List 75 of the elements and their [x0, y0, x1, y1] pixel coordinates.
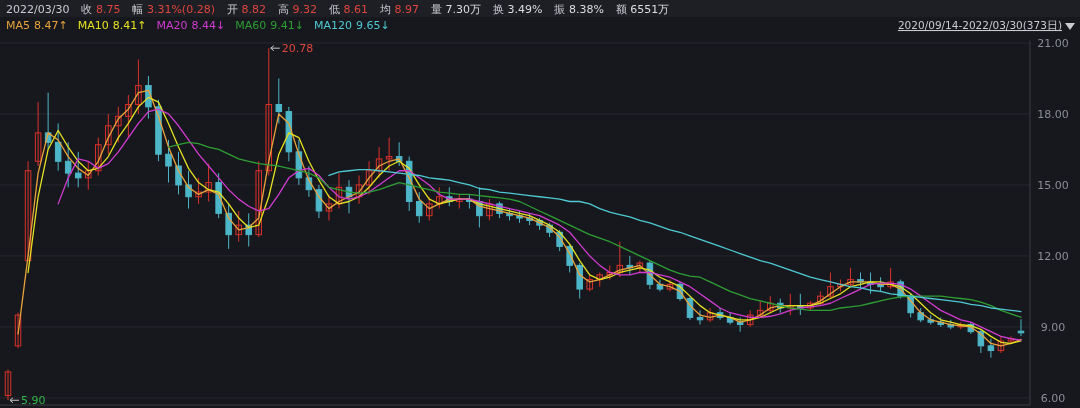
candlestick — [34, 101, 42, 167]
text: 8.47↑ — [34, 19, 68, 32]
text: MA60 — [235, 19, 267, 32]
candlestick — [325, 193, 333, 221]
y-tick-label: 9.00 — [1040, 320, 1066, 334]
text: 开 8.82 — [226, 3, 266, 16]
candlestick — [616, 241, 624, 278]
candlestick — [887, 267, 894, 290]
candlestick — [175, 151, 182, 195]
annotation: 20.78 — [281, 42, 314, 56]
candlestick — [185, 170, 192, 210]
candlestick — [235, 210, 242, 243]
candlestick — [54, 122, 62, 172]
candlestick — [125, 94, 132, 139]
candlestick — [365, 160, 373, 195]
candlestick — [195, 177, 202, 205]
text: 换 3.49% — [492, 3, 543, 16]
text: 8.41↑ — [112, 19, 147, 32]
y-tick-label: 15.00 — [1037, 178, 1069, 192]
candlestick — [436, 186, 443, 210]
candlestick — [987, 338, 995, 359]
candlestick — [265, 47, 273, 176]
candlestick — [165, 139, 172, 184]
text: 9.65↓ — [355, 19, 390, 32]
candlestick — [636, 260, 644, 273]
candlestick — [64, 141, 72, 188]
candlestick — [706, 307, 714, 323]
candlestick — [335, 172, 343, 210]
text: MA120 — [313, 19, 352, 32]
candlestick — [225, 203, 232, 250]
text: 8.44↓ — [191, 19, 226, 32]
candlestick — [115, 106, 122, 143]
candlestick — [425, 196, 433, 221]
candlestick — [576, 262, 583, 300]
candlestick — [375, 146, 383, 179]
candlestick — [415, 191, 423, 224]
text: 振 8.38% — [554, 3, 604, 16]
candlestick — [84, 160, 92, 191]
candlestick — [14, 312, 22, 349]
y-tick-label: 12.00 — [1037, 249, 1069, 263]
text: 幅 3.31%(0.28) — [132, 3, 215, 16]
text: 2022/03/30 — [6, 3, 70, 16]
candlestick — [205, 163, 212, 202]
text: 量 7.30万 — [430, 3, 481, 16]
annotation: 5.90 — [21, 394, 46, 408]
text: MA10 — [77, 19, 109, 32]
candlestick — [305, 165, 313, 198]
candlestick — [4, 369, 12, 401]
candlestick — [24, 160, 32, 262]
text: 9.41↓ — [270, 19, 304, 32]
y-tick-label: 6.00 — [1040, 391, 1066, 405]
candlestick — [847, 267, 854, 288]
text: 2020/09/14-2022/03/30(373日) — [897, 19, 1062, 31]
candlestick — [255, 160, 263, 238]
y-tick-label: 18.00 — [1037, 107, 1069, 121]
candlestick — [135, 59, 142, 115]
candlestick — [105, 113, 112, 155]
text: MA5 — [6, 19, 31, 32]
candlestick — [275, 77, 283, 124]
y-tick-label: 21.00 — [1037, 36, 1069, 50]
candlestick — [977, 328, 985, 354]
text: 高 9.32 — [277, 3, 317, 16]
text: MA20 — [156, 19, 188, 32]
candlestick — [997, 335, 1005, 354]
text: 额 6551万 — [615, 3, 670, 16]
candlestick — [486, 198, 493, 221]
candlestick — [385, 137, 393, 172]
line-series — [167, 141, 1022, 318]
candlestick — [95, 137, 102, 176]
candlestick — [74, 151, 82, 188]
text: 收 8.75 — [81, 3, 121, 16]
candlestick — [355, 174, 363, 205]
text: 均 8.97 — [378, 3, 419, 16]
candlestick — [827, 271, 834, 300]
text: 低 8.61 — [328, 3, 368, 16]
